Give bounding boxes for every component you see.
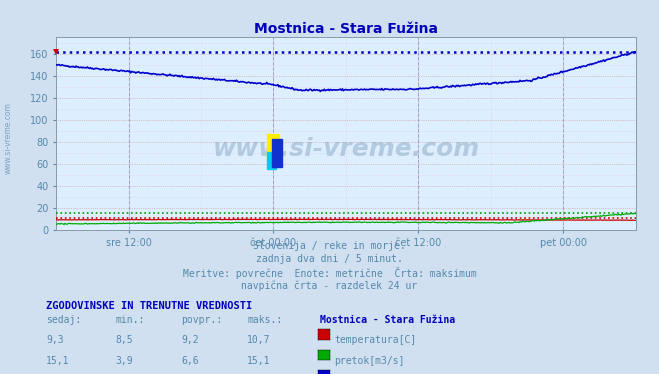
Text: Slovenija / reke in morje.: Slovenija / reke in morje. [253,241,406,251]
Text: temperatura[C]: temperatura[C] [334,335,416,346]
Text: zadnja dva dni / 5 minut.: zadnja dva dni / 5 minut. [256,254,403,264]
Text: 8,5: 8,5 [115,335,133,346]
Text: 3,9: 3,9 [115,356,133,366]
Bar [272,139,281,167]
Text: sedaj:: sedaj: [46,315,81,325]
Title: Mostnica - Stara Fužina: Mostnica - Stara Fužina [254,22,438,36]
Bar [266,152,276,169]
Text: 15,1: 15,1 [46,356,70,366]
Text: Mostnica - Stara Fužina: Mostnica - Stara Fužina [320,315,455,325]
Text: 6,6: 6,6 [181,356,199,366]
Text: min.:: min.: [115,315,145,325]
Text: 9,2: 9,2 [181,335,199,346]
Text: www.si-vreme.com: www.si-vreme.com [212,137,480,161]
Text: www.si-vreme.com: www.si-vreme.com [4,102,13,174]
Text: 15,1: 15,1 [247,356,271,366]
Text: navpična črta - razdelek 24 ur: navpična črta - razdelek 24 ur [241,280,418,291]
Bar [266,134,279,159]
Text: 10,7: 10,7 [247,335,271,346]
Text: maks.:: maks.: [247,315,282,325]
Text: Meritve: povrečne  Enote: metrične  Črta: maksimum: Meritve: povrečne Enote: metrične Črta: … [183,267,476,279]
Text: ZGODOVINSKE IN TRENUTNE VREDNOSTI: ZGODOVINSKE IN TRENUTNE VREDNOSTI [46,301,252,311]
Text: povpr.:: povpr.: [181,315,222,325]
Text: 9,3: 9,3 [46,335,64,346]
Text: pretok[m3/s]: pretok[m3/s] [334,356,405,366]
